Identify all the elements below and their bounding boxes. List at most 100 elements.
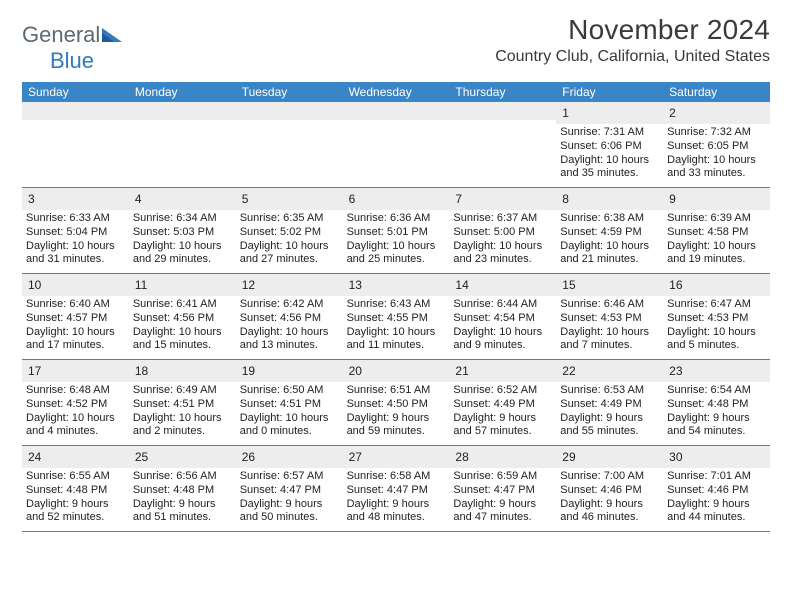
- day-sunrise: Sunrise: 6:42 AM: [240, 298, 339, 312]
- day-sunset: Sunset: 4:58 PM: [667, 226, 766, 240]
- logo-word1: General: [22, 22, 100, 47]
- day-sunrise: Sunrise: 6:39 AM: [667, 212, 766, 226]
- day-num-bar: [449, 102, 556, 120]
- day-daylight2: and 35 minutes.: [560, 167, 659, 181]
- day-cell: 25Sunrise: 6:56 AMSunset: 4:48 PMDayligh…: [129, 446, 236, 531]
- week-row: 3Sunrise: 6:33 AMSunset: 5:04 PMDaylight…: [22, 188, 770, 274]
- day-daylight2: and 44 minutes.: [667, 511, 766, 525]
- day-sunset: Sunset: 4:47 PM: [347, 484, 446, 498]
- day-header-thu: Thursday: [449, 82, 556, 102]
- day-sunrise: Sunrise: 6:52 AM: [453, 384, 552, 398]
- day-cell: 28Sunrise: 6:59 AMSunset: 4:47 PMDayligh…: [449, 446, 556, 531]
- day-num-bar: 30: [663, 446, 770, 468]
- week-row: 10Sunrise: 6:40 AMSunset: 4:57 PMDayligh…: [22, 274, 770, 360]
- day-number: 2: [669, 106, 676, 120]
- day-daylight2: and 0 minutes.: [240, 425, 339, 439]
- day-num-bar: 11: [129, 274, 236, 296]
- day-daylight2: and 9 minutes.: [453, 339, 552, 353]
- day-number: 20: [349, 364, 362, 378]
- day-num-bar: [343, 102, 450, 120]
- day-sunrise: Sunrise: 6:56 AM: [133, 470, 232, 484]
- day-sunrise: Sunrise: 6:44 AM: [453, 298, 552, 312]
- day-number: 14: [455, 278, 468, 292]
- day-cell: 5Sunrise: 6:35 AMSunset: 5:02 PMDaylight…: [236, 188, 343, 273]
- day-sunset: Sunset: 4:50 PM: [347, 398, 446, 412]
- week-row: 1Sunrise: 7:31 AMSunset: 6:06 PMDaylight…: [22, 102, 770, 188]
- day-sunrise: Sunrise: 6:58 AM: [347, 470, 446, 484]
- month-title: November 2024: [495, 14, 770, 46]
- day-daylight1: Daylight: 10 hours: [26, 412, 125, 426]
- day-cell: 1Sunrise: 7:31 AMSunset: 6:06 PMDaylight…: [556, 102, 663, 187]
- day-sunset: Sunset: 4:54 PM: [453, 312, 552, 326]
- day-cell: [343, 102, 450, 187]
- day-daylight2: and 7 minutes.: [560, 339, 659, 353]
- day-daylight1: Daylight: 10 hours: [667, 326, 766, 340]
- day-sunset: Sunset: 6:06 PM: [560, 140, 659, 154]
- day-daylight2: and 19 minutes.: [667, 253, 766, 267]
- day-daylight2: and 55 minutes.: [560, 425, 659, 439]
- day-daylight2: and 48 minutes.: [347, 511, 446, 525]
- day-cell: 10Sunrise: 6:40 AMSunset: 4:57 PMDayligh…: [22, 274, 129, 359]
- day-sunset: Sunset: 4:56 PM: [240, 312, 339, 326]
- day-daylight2: and 2 minutes.: [133, 425, 232, 439]
- day-daylight1: Daylight: 10 hours: [560, 240, 659, 254]
- day-number: 6: [349, 192, 356, 206]
- week-row: 24Sunrise: 6:55 AMSunset: 4:48 PMDayligh…: [22, 446, 770, 532]
- day-sunrise: Sunrise: 6:37 AM: [453, 212, 552, 226]
- day-daylight2: and 33 minutes.: [667, 167, 766, 181]
- day-sunset: Sunset: 4:49 PM: [560, 398, 659, 412]
- day-sunset: Sunset: 4:51 PM: [133, 398, 232, 412]
- day-sunrise: Sunrise: 6:55 AM: [26, 470, 125, 484]
- day-daylight1: Daylight: 9 hours: [453, 412, 552, 426]
- day-cell: [129, 102, 236, 187]
- day-daylight2: and 4 minutes.: [26, 425, 125, 439]
- day-cell: 20Sunrise: 6:51 AMSunset: 4:50 PMDayligh…: [343, 360, 450, 445]
- day-sunset: Sunset: 4:59 PM: [560, 226, 659, 240]
- day-number: 25: [135, 450, 148, 464]
- day-cell: 24Sunrise: 6:55 AMSunset: 4:48 PMDayligh…: [22, 446, 129, 531]
- day-daylight1: Daylight: 10 hours: [133, 240, 232, 254]
- day-cell: [22, 102, 129, 187]
- day-sunset: Sunset: 4:46 PM: [667, 484, 766, 498]
- day-num-bar: 2: [663, 102, 770, 124]
- day-num-bar: 7: [449, 188, 556, 210]
- day-num-bar: 1: [556, 102, 663, 124]
- title-block: November 2024 Country Club, California, …: [495, 14, 770, 66]
- day-daylight1: Daylight: 9 hours: [667, 412, 766, 426]
- day-sunset: Sunset: 4:46 PM: [560, 484, 659, 498]
- day-number: 17: [28, 364, 41, 378]
- logo: General Blue: [22, 14, 122, 74]
- day-cell: 16Sunrise: 6:47 AMSunset: 4:53 PMDayligh…: [663, 274, 770, 359]
- day-sunrise: Sunrise: 6:33 AM: [26, 212, 125, 226]
- day-num-bar: [236, 102, 343, 120]
- day-num-bar: 22: [556, 360, 663, 382]
- day-daylight2: and 21 minutes.: [560, 253, 659, 267]
- day-num-bar: 9: [663, 188, 770, 210]
- day-number: 16: [669, 278, 682, 292]
- day-num-bar: 29: [556, 446, 663, 468]
- day-num-bar: 19: [236, 360, 343, 382]
- day-number: 10: [28, 278, 41, 292]
- day-header-sat: Saturday: [663, 82, 770, 102]
- day-number: 8: [562, 192, 569, 206]
- day-daylight1: Daylight: 10 hours: [347, 240, 446, 254]
- day-header-wed: Wednesday: [343, 82, 450, 102]
- day-daylight1: Daylight: 10 hours: [453, 240, 552, 254]
- day-cell: 4Sunrise: 6:34 AMSunset: 5:03 PMDaylight…: [129, 188, 236, 273]
- day-number: 28: [455, 450, 468, 464]
- day-sunrise: Sunrise: 6:38 AM: [560, 212, 659, 226]
- day-daylight2: and 47 minutes.: [453, 511, 552, 525]
- day-number: 23: [669, 364, 682, 378]
- day-number: 22: [562, 364, 575, 378]
- day-sunset: Sunset: 4:47 PM: [453, 484, 552, 498]
- day-num-bar: 8: [556, 188, 663, 210]
- header: General Blue November 2024 Country Club,…: [22, 14, 770, 74]
- day-sunrise: Sunrise: 6:46 AM: [560, 298, 659, 312]
- day-header-sun: Sunday: [22, 82, 129, 102]
- day-number: 4: [135, 192, 142, 206]
- day-number: 3: [28, 192, 35, 206]
- day-num-bar: 5: [236, 188, 343, 210]
- day-cell: 2Sunrise: 7:32 AMSunset: 6:05 PMDaylight…: [663, 102, 770, 187]
- day-sunset: Sunset: 4:52 PM: [26, 398, 125, 412]
- day-sunrise: Sunrise: 7:32 AM: [667, 126, 766, 140]
